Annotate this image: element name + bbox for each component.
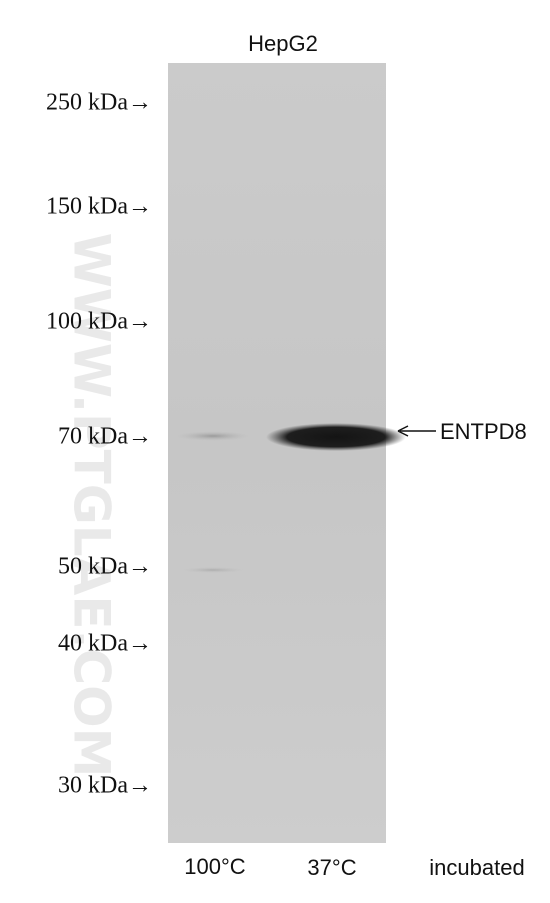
marker-label: 150 kDa→ — [46, 194, 152, 220]
lane-label: 100°C — [184, 854, 246, 879]
marker-label: 30 kDa→ — [58, 773, 152, 799]
faint-band — [181, 567, 245, 573]
marker-label: 100 kDa→ — [46, 309, 152, 335]
cell-line-label: HepG2 — [248, 31, 318, 56]
marker-label: 40 kDa→ — [58, 631, 152, 657]
marker-label: 50 kDa→ — [58, 554, 152, 580]
marker-labels: 250 kDa→ 150 kDa→ 100 kDa→ 70 kDa→ 50 kDa→ 40… — [46, 90, 152, 799]
membrane — [168, 63, 386, 843]
faint-band — [175, 431, 251, 441]
lane-label: 37°C — [307, 855, 356, 880]
band-label: ENTPD8 — [440, 419, 527, 444]
band — [266, 423, 406, 451]
watermark: WWW.PTGLAE.COM — [63, 233, 121, 778]
marker-label: 250 kDa→ — [46, 90, 152, 116]
band-arrowhead — [397, 425, 409, 437]
marker-label: 70 kDa→ — [58, 424, 152, 450]
condition-label: incubated — [429, 855, 524, 880]
